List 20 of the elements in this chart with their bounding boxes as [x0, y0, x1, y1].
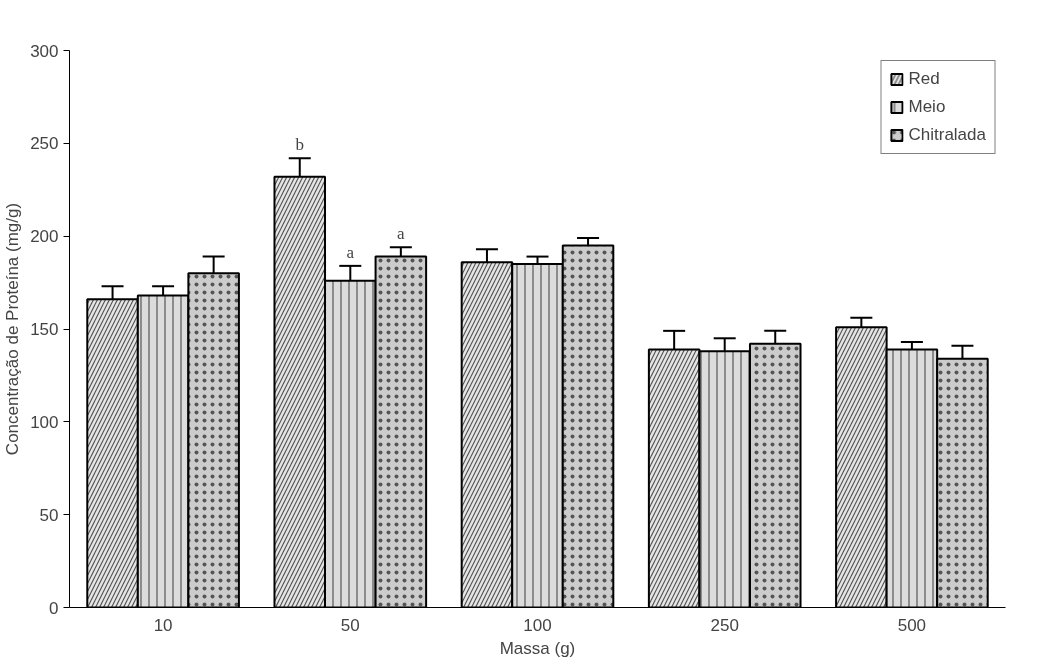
legend-label: Chitralada [908, 125, 986, 145]
y-tick-label: 150 [30, 320, 59, 339]
x-axis-title: Massa (g) [499, 638, 576, 658]
annotation: a [346, 242, 355, 262]
x-tick-label: 100 [523, 615, 552, 635]
y-tick-label: 250 [30, 134, 59, 154]
x-tick-label: 50 [340, 615, 360, 635]
x-tick-label: 500 [897, 615, 927, 635]
annotation: a [397, 224, 406, 244]
annotation: b [295, 135, 305, 155]
legend-label: Red [908, 69, 940, 89]
y-tick-label: 300 [30, 41, 59, 61]
y-tick-label: 50 [39, 505, 59, 525]
legend-label: Meio [908, 97, 946, 117]
x-tick-label: 10 [153, 615, 173, 635]
y-tick-label: 200 [30, 227, 59, 247]
x-tick-label: 250 [710, 615, 739, 635]
y-axis-title: Concentração de Proteína (mg/g) [3, 202, 23, 456]
y-tick-label: 100 [30, 412, 59, 432]
y-tick-label: 0 [49, 598, 59, 618]
